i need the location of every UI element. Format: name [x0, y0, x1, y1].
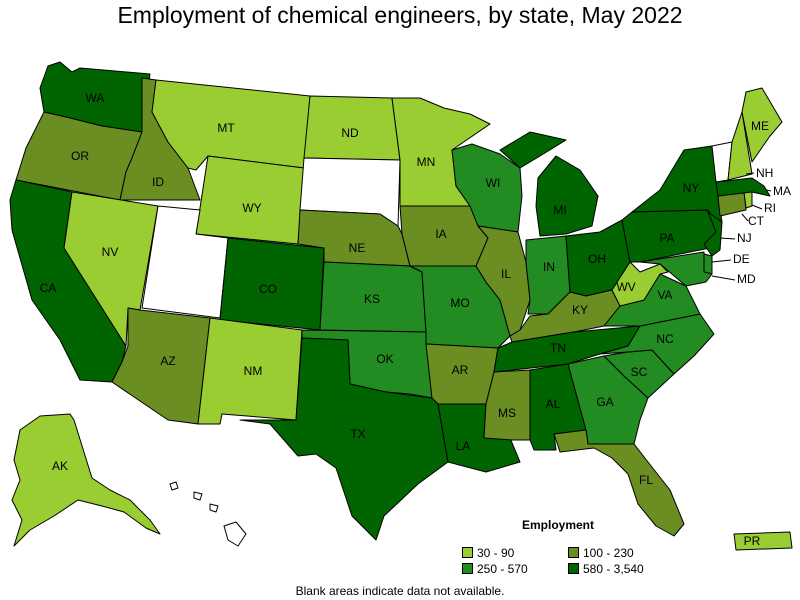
state-label-FL: FL	[639, 473, 653, 487]
leader-line	[751, 204, 763, 210]
state-label-MS: MS	[498, 406, 516, 420]
state-label-NV: NV	[102, 245, 119, 259]
legend-item-1: 30 - 90	[462, 546, 514, 560]
leader-line	[711, 275, 736, 281]
footnote: Blank areas indicate data not available.	[295, 584, 505, 598]
leader-line	[711, 259, 732, 263]
state-label-NM: NM	[244, 364, 263, 378]
legend-label-2: 100 - 230	[583, 546, 634, 560]
state-label-NC: NC	[656, 332, 674, 346]
legend-swatch-2	[568, 547, 579, 559]
state-label-PA: PA	[659, 231, 674, 245]
state-WV[interactable]	[611, 261, 669, 307]
state-WY[interactable]	[195, 155, 305, 245]
leader-line	[719, 237, 736, 240]
state-label-DE: DE	[733, 252, 750, 266]
state-label-VA: VA	[657, 288, 672, 302]
state-label-OH: OH	[588, 252, 606, 266]
legend-swatch-3	[462, 563, 473, 575]
state-label-AL: AL	[546, 397, 561, 411]
state-NH[interactable]	[727, 111, 753, 181]
state-HI[interactable]	[223, 521, 247, 547]
state-FL[interactable]	[553, 429, 685, 537]
state-label-ME: ME	[751, 119, 769, 133]
state-label-CO: CO	[259, 282, 277, 296]
legend-swatch-4	[568, 563, 579, 575]
legend-item-4: 580 - 3,540	[568, 562, 644, 576]
state-NC[interactable]	[599, 313, 715, 375]
state-label-NY: NY	[683, 181, 700, 195]
state-MD[interactable]	[639, 251, 713, 287]
state-MA[interactable]	[715, 177, 771, 197]
leader-line	[765, 189, 772, 192]
legend-title: Employment	[522, 518, 595, 532]
state-label-MI: MI	[553, 203, 566, 217]
leader-line	[745, 172, 755, 175]
state-label-MA: MA	[773, 184, 791, 198]
legend-label-3: 250 - 570	[477, 562, 528, 576]
state-label-CT: CT	[748, 214, 765, 228]
state-WI[interactable]	[451, 143, 523, 233]
legend-label-4: 580 - 3,540	[583, 562, 644, 576]
state-label-TN: TN	[550, 341, 566, 355]
state-label-ND: ND	[341, 126, 359, 140]
state-label-TX: TX	[350, 427, 365, 441]
state-MI[interactable]	[499, 131, 599, 237]
state-label-OR: OR	[71, 149, 89, 163]
state-RI[interactable]	[743, 191, 753, 209]
state-label-MO: MO	[450, 296, 469, 310]
state-label-MN: MN	[417, 155, 436, 169]
state-label-NJ: NJ	[737, 231, 752, 245]
state-label-NE: NE	[349, 241, 366, 255]
map-title: Employment of chemical engineers, by sta…	[117, 2, 683, 28]
state-label-CA: CA	[40, 281, 57, 295]
state-label-MT: MT	[217, 121, 235, 135]
state-label-RI: RI	[764, 201, 776, 215]
state-label-SC: SC	[631, 365, 648, 379]
state-label-AK: AK	[52, 459, 68, 473]
state-label-IL: IL	[501, 267, 511, 281]
state-label-KS: KS	[364, 292, 380, 306]
state-label-IN: IN	[543, 260, 555, 274]
state-label-WI: WI	[486, 176, 501, 190]
state-label-MD: MD	[737, 272, 756, 286]
state-label-LA: LA	[456, 439, 471, 453]
state-label-WY: WY	[242, 201, 261, 215]
legend-item-3: 250 - 570	[462, 562, 528, 576]
state-label-GA: GA	[596, 395, 613, 409]
state-label-WV: WV	[616, 280, 635, 294]
state-ME[interactable]	[741, 87, 783, 163]
state-label-NH: NH	[756, 166, 773, 180]
state-PR[interactable]	[733, 531, 793, 551]
leader-line	[741, 213, 749, 222]
state-label-IA: IA	[435, 227, 446, 241]
state-label-AR: AR	[452, 363, 469, 377]
state-AK[interactable]	[11, 413, 161, 547]
state-label-WA: WA	[86, 91, 105, 105]
legend-swatch-1	[462, 547, 473, 559]
legend-label-1: 30 - 90	[477, 546, 515, 560]
state-DE[interactable]	[703, 253, 713, 275]
state-label-AZ: AZ	[160, 354, 175, 368]
state-label-KY: KY	[572, 303, 588, 317]
legend-item-2: 100 - 230	[568, 546, 634, 560]
state-HI-islands	[169, 481, 219, 513]
state-TX[interactable]	[239, 337, 449, 541]
state-label-PR: PR	[744, 534, 761, 548]
state-label-ID: ID	[152, 175, 164, 189]
state-label-OK: OK	[376, 352, 393, 366]
